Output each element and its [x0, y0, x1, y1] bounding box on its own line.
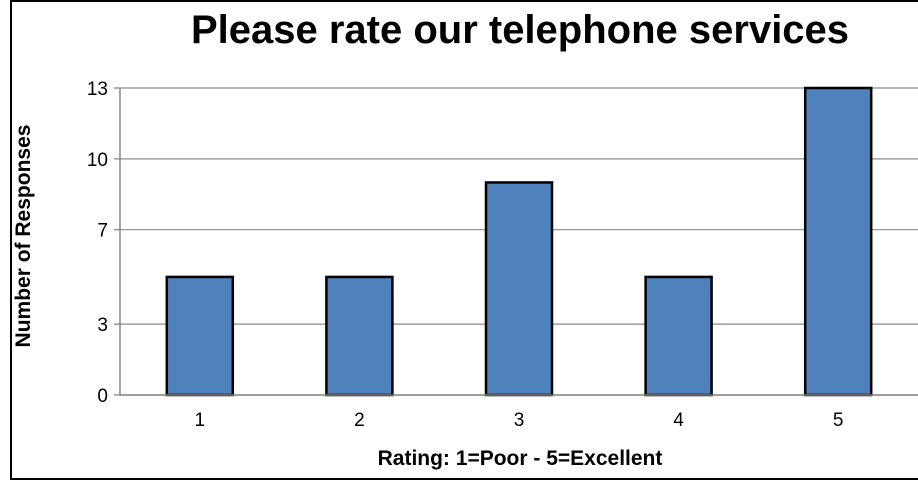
- chart-title: Please rate our telephone services: [190, 8, 850, 52]
- chart-frame: [10, 0, 918, 480]
- bar-5: [803, 86, 873, 397]
- y-tick-label: 10: [87, 150, 108, 171]
- x-tick-label: 5: [833, 410, 844, 431]
- x-tick-label: 2: [354, 410, 365, 431]
- bars: [165, 86, 873, 397]
- bar-1: [165, 275, 235, 397]
- x-tick-label: 1: [195, 410, 206, 431]
- bar-3: [484, 181, 554, 397]
- bar-chart: 0 3 7 10 13 1 2 3 4 5: [87, 79, 918, 431]
- x-axis-label: Rating: 1=Poor - 5=Excellent: [377, 447, 663, 470]
- axes: [114, 87, 918, 396]
- y-tick-label: 3: [97, 315, 108, 336]
- x-tick-label: 3: [514, 410, 525, 431]
- bar-2: [325, 275, 394, 397]
- x-tick-label: 4: [673, 410, 684, 431]
- y-tick-label: 0: [97, 386, 108, 407]
- y-tick-label: 13: [87, 79, 108, 100]
- bar-4: [644, 275, 713, 397]
- y-tick-label: 7: [97, 221, 108, 242]
- tick-labels: 0 3 7 10 13 1 2 3 4 5: [87, 79, 844, 431]
